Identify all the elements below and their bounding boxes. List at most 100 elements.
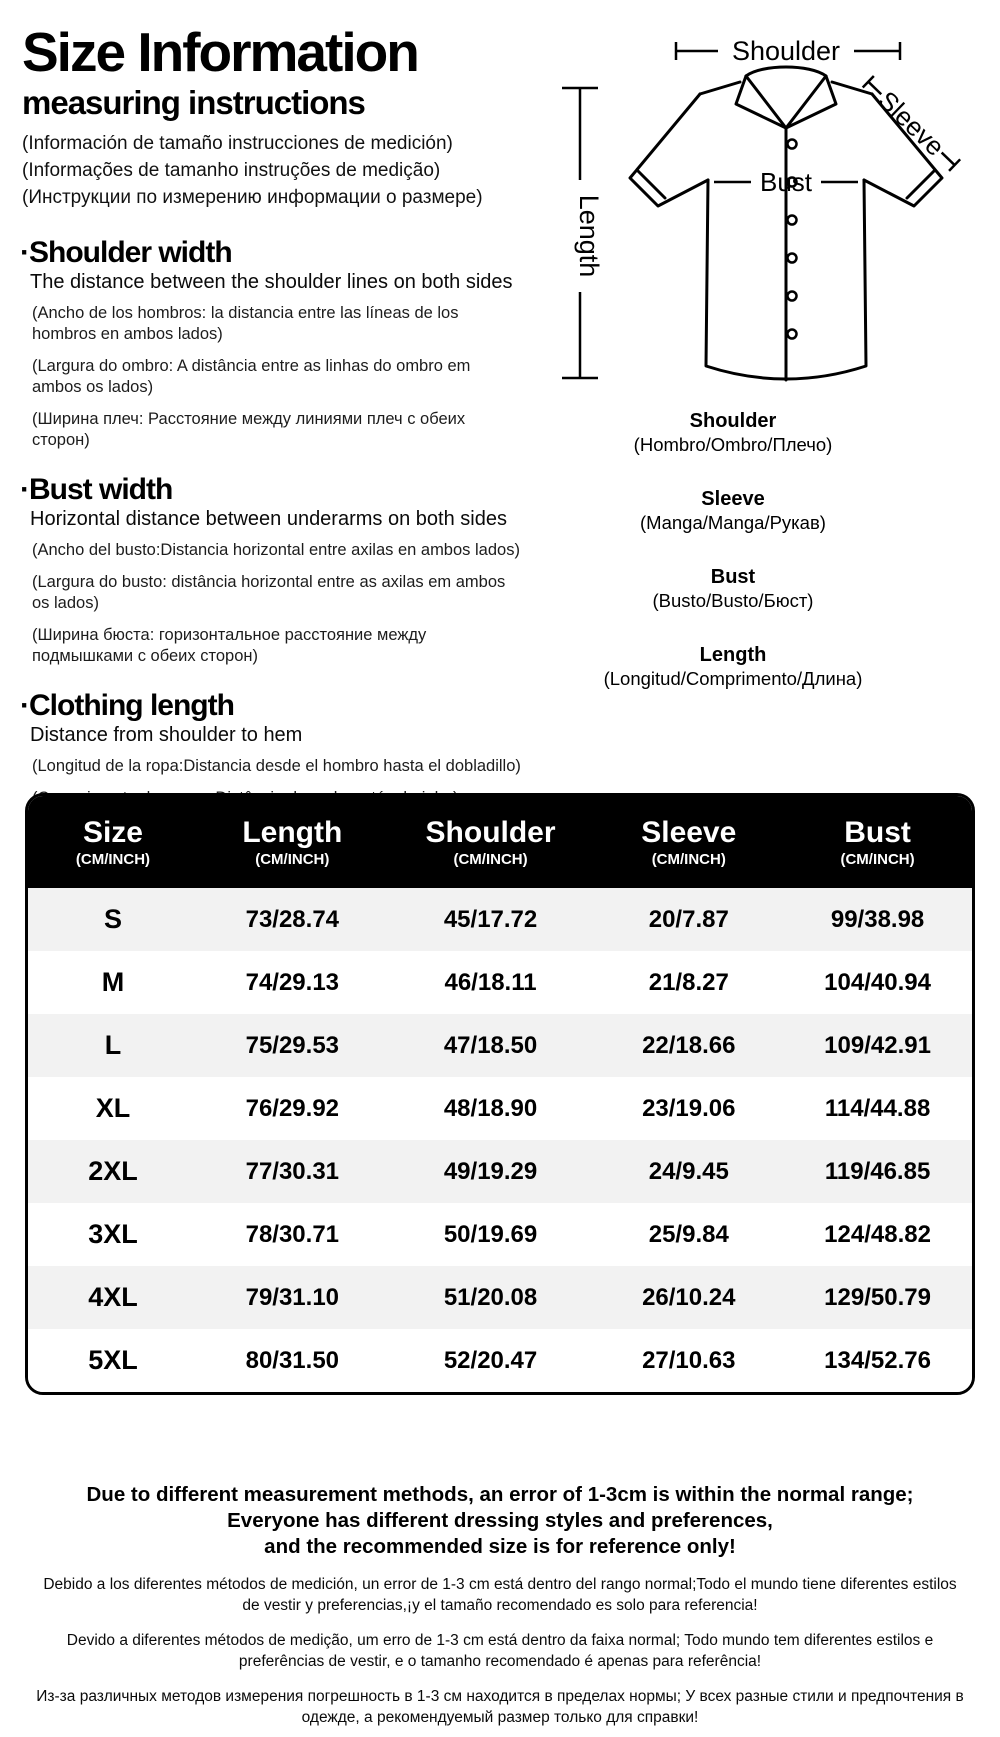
section-note-es: (Ancho de los hombros: la distancia entr…	[32, 304, 459, 343]
disclaimer-pt: Devido a diferentes métodos de medição, …	[66, 1632, 934, 1670]
table-row-s: S 73/28.74 45/17.72 20/7.87 99/38.98	[28, 888, 972, 951]
table-row-3xl: 3XL 78/30.71 50/19.69 25/9.84 124/48.82	[28, 1203, 972, 1266]
size-table: Size (CM/INCH) Length (CM/INCH) Shoulder…	[25, 793, 975, 1395]
section-description: The distance between the shoulder lines …	[30, 271, 513, 293]
section-shoulder-width: ·Shoulder width The distance between the…	[20, 236, 552, 451]
cell-sleeve: 24/9.45	[648, 1157, 729, 1185]
cell-size: S	[103, 904, 122, 934]
disclaimer-en-line2: Everyone has different dressing styles a…	[227, 1509, 773, 1532]
length-measure	[562, 86, 598, 380]
table-row-2xl: 2XL 77/30.31 49/19.29 24/9.45 119/46.85	[28, 1140, 972, 1203]
legend-name: Bust	[710, 566, 756, 588]
column-header-shoulder: Shoulder (CM/INCH)	[387, 816, 595, 869]
size-table-header: Size (CM/INCH) Length (CM/INCH) Shoulder…	[28, 796, 972, 888]
diagram-legend: Shoulder (Hombro/Ombro/Плечо) Sleeve (Ma…	[548, 409, 918, 690]
shirt-diagram-svg: Shoulder Length	[562, 36, 962, 382]
bullet: ·	[20, 689, 30, 722]
header: Size Information measuring instructions …	[22, 21, 552, 211]
cell-sleeve: 22/18.66	[642, 1031, 736, 1059]
section-note-es: (Longitud de la ropa:Distancia desde el …	[32, 757, 521, 775]
section-title-text: Shoulder width	[29, 236, 233, 269]
section-description: Distance from shoulder to hem	[30, 724, 303, 746]
legend-translation: (Hombro/Ombro/Плечо)	[633, 434, 833, 455]
column-unit: (CM/INCH)	[75, 850, 151, 868]
cell-bust: 109/42.91	[824, 1031, 931, 1059]
section-note-es: (Ancho del busto:Distancia horizontal en…	[32, 541, 520, 559]
cell-bust: 104/40.94	[824, 968, 931, 996]
column-label: Bust	[844, 815, 911, 849]
cell-sleeve: 25/9.84	[648, 1220, 729, 1248]
disclaimer-es: Debido a los diferentes métodos de medic…	[43, 1576, 957, 1614]
section-note-ru: (Ширина плеч: Расстояние между линиями п…	[32, 410, 466, 449]
legend-translation: (Manga/Manga/Рукав)	[640, 512, 826, 533]
column-header-size: Size (CM/INCH)	[28, 816, 198, 869]
column-label: Size	[82, 815, 143, 849]
table-row-m: M 74/29.13 46/18.11 21/8.27 104/40.94	[28, 951, 972, 1014]
legend-item-shoulder: Shoulder (Hombro/Ombro/Плечо)	[548, 409, 918, 456]
cell-size: L	[104, 1030, 122, 1060]
legend-item-length: Length (Longitud/Comprimento/Длина)	[548, 643, 918, 690]
cell-sleeve: 23/19.06	[642, 1094, 736, 1122]
shirt-outline	[628, 65, 944, 382]
table-row-l: L 75/29.53 47/18.50 22/18.66 109/42.91	[28, 1014, 972, 1077]
cell-length: 73/28.74	[245, 905, 340, 933]
bullet: ·	[20, 236, 30, 269]
column-label: Sleeve	[641, 815, 737, 849]
disclaimer-ru: Из-за различных методов измерения погреш…	[36, 1688, 964, 1726]
table-row-xl: XL 76/29.92 48/18.90 23/19.06 114/44.88	[28, 1077, 972, 1140]
cell-size: 3XL	[88, 1219, 138, 1249]
section-title: ·Shoulder width	[20, 236, 552, 270]
section-title-text: Clothing length	[29, 689, 235, 722]
cell-shoulder: 48/18.90	[443, 1094, 538, 1122]
disclaimer-en-line3: and the recommended size is for referenc…	[264, 1535, 736, 1558]
cell-bust: 129/50.79	[824, 1283, 931, 1311]
legend-translation: (Busto/Busto/Бюст)	[652, 590, 814, 611]
cell-shoulder: 45/17.72	[443, 905, 538, 933]
cell-size: 5XL	[88, 1345, 138, 1375]
legend-name: Sleeve	[701, 488, 765, 510]
column-label: Length	[242, 815, 343, 849]
page-subtitle: measuring instructions	[22, 83, 366, 121]
section-description: Horizontal distance between underarms on…	[30, 508, 507, 530]
measuring-sections: ·Shoulder width The distance between the…	[20, 236, 552, 863]
title-translation-ru: (Инструкции по измерению информации о ра…	[22, 186, 483, 208]
cell-shoulder: 46/18.11	[444, 968, 537, 996]
cell-size: 4XL	[88, 1282, 138, 1312]
cell-bust: 134/52.76	[824, 1346, 931, 1374]
section-note-pt: (Largura do ombro: A distância entre as …	[32, 357, 471, 396]
column-unit: (CM/INCH)	[651, 850, 726, 868]
bust-measure-label: Bust	[760, 167, 813, 197]
legend-item-bust: Bust (Busto/Busto/Бюст)	[548, 565, 918, 612]
legend-name: Length	[699, 644, 767, 666]
column-header-length: Length (CM/INCH)	[198, 816, 387, 869]
column-unit: (CM/INCH)	[255, 850, 330, 868]
footer-disclaimer: Due to different measurement methods, an…	[0, 1482, 1000, 1728]
cell-length: 80/31.50	[245, 1346, 340, 1374]
shirt-buttons	[786, 138, 798, 340]
shirt-diagram: Shoulder Length	[548, 30, 998, 721]
cell-shoulder: 47/18.50	[443, 1031, 538, 1059]
column-header-sleeve: Sleeve (CM/INCH)	[594, 816, 783, 869]
sleeve-measure-label: Sleeve	[872, 85, 950, 162]
title-translation-es: (Información de tamaño instrucciones de …	[22, 132, 453, 154]
page-title: Size Information	[22, 21, 420, 83]
section-title: ·Bust width	[20, 473, 552, 507]
cell-size: XL	[95, 1093, 131, 1123]
disclaimer-en-line1: Due to different measurement methods, an…	[86, 1483, 914, 1506]
cell-bust: 99/38.98	[830, 905, 925, 933]
cell-bust: 114/44.88	[824, 1094, 931, 1122]
length-measure-label: Length	[574, 195, 604, 278]
column-unit: (CM/INCH)	[453, 850, 528, 868]
legend-translation: (Longitud/Comprimento/Длина)	[603, 668, 863, 689]
legend-item-sleeve: Sleeve (Manga/Manga/Рукав)	[548, 487, 918, 534]
cell-length: 74/29.13	[245, 968, 340, 996]
cell-length: 77/30.31	[245, 1157, 340, 1185]
column-unit: (CM/INCH)	[840, 850, 915, 868]
cell-shoulder: 49/19.29	[443, 1157, 538, 1185]
cell-sleeve: 21/8.27	[648, 968, 729, 996]
cell-bust: 119/46.85	[824, 1157, 931, 1185]
cell-length: 78/30.71	[245, 1220, 340, 1248]
column-label: Shoulder	[425, 815, 556, 849]
cell-sleeve: 27/10.63	[642, 1346, 736, 1374]
cell-sleeve: 20/7.87	[648, 905, 729, 933]
